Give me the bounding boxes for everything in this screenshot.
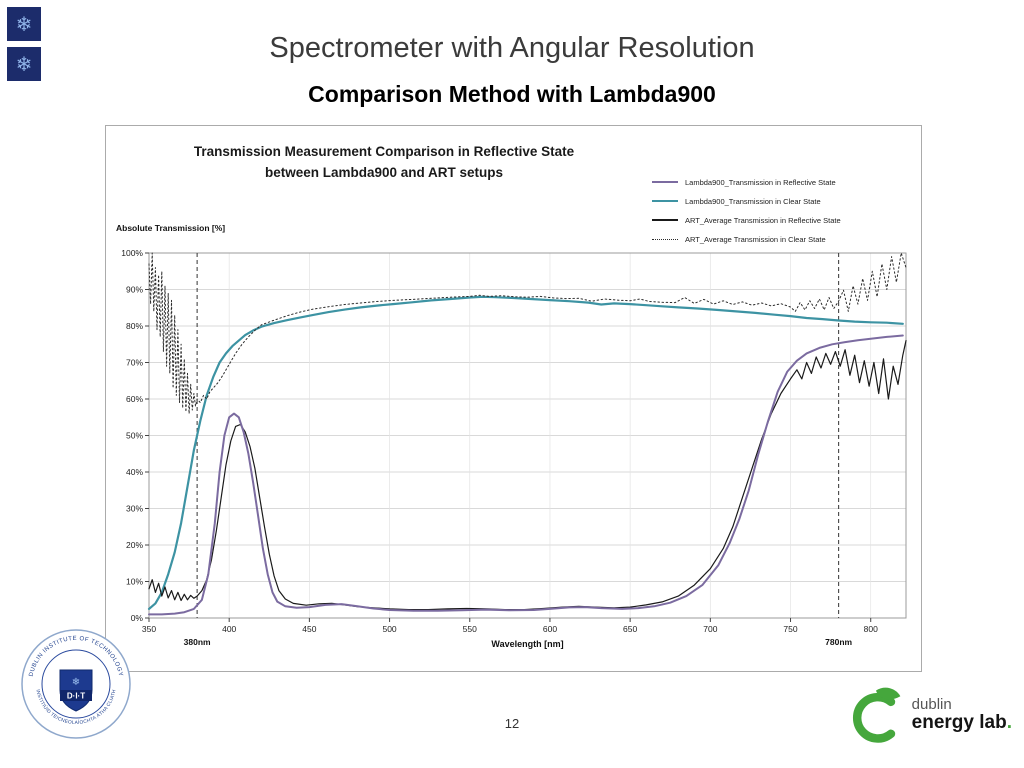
legend-swatch <box>652 238 678 240</box>
snowflake-icon: ❄ <box>15 53 33 76</box>
y-tick-label: 10% <box>126 577 143 587</box>
y-tick-label: 30% <box>126 504 143 514</box>
x-tick-label: 700 <box>703 624 717 634</box>
y-tick-label: 80% <box>126 321 143 331</box>
chart-title: Transmission Measurement Comparison in R… <box>134 142 634 184</box>
x-tick-label: 750 <box>783 624 797 634</box>
legend-label: Lambda900_Transmission in Clear State <box>685 196 821 206</box>
dublin-energy-lab-logo: dublin energy lab. <box>844 682 1012 748</box>
legend-label: ART_Average Transmission in Clear State <box>685 234 826 244</box>
y-tick-label: 40% <box>126 467 143 477</box>
legend-label: ART_Average Transmission in Reflective S… <box>685 215 841 225</box>
legend-entry: ART_Average Transmission in Clear State <box>652 233 918 245</box>
x-tick-label: 350 <box>142 624 156 634</box>
snowflake-icon: ❄ <box>15 13 33 36</box>
series-line-2 <box>148 340 907 611</box>
seal-banner <box>60 690 92 701</box>
annotation-label: 380nm <box>184 637 211 647</box>
legend-entry: Lambda900_Transmission in Clear State <box>652 195 918 207</box>
chart-legend: Lambda900_Transmission in Reflective Sta… <box>652 176 918 245</box>
y-tick-label: 100% <box>121 248 143 258</box>
y-tick-label: 20% <box>126 540 143 550</box>
series-line-1 <box>147 295 904 610</box>
slide-title: Spectrometer with Angular Resolution <box>269 32 755 64</box>
x-tick-label: 450 <box>302 624 316 634</box>
slide-subtitle: Comparison Method with Lambda900 <box>308 81 716 107</box>
annotation-label: 780nm <box>825 637 852 647</box>
y-tick-label: 50% <box>126 431 143 441</box>
legend-swatch <box>652 200 678 202</box>
y-tick-label: 70% <box>126 358 143 368</box>
energy-lab-e-icon <box>852 687 901 743</box>
y-tick-label: 0% <box>131 613 144 623</box>
energy-lab-dot: . <box>1006 711 1012 733</box>
legend-swatch <box>652 181 678 183</box>
chart-title-line1: Transmission Measurement Comparison in R… <box>193 144 575 159</box>
snowflake-icon: ❄ <box>72 677 80 688</box>
series-line-3 <box>148 252 907 415</box>
legend-entry: Lambda900_Transmission in Reflective Sta… <box>652 176 918 188</box>
plot-area: 350 400 450 500 550 600 650 700 750 800 0% 10% 20% 30… <box>121 248 907 649</box>
y-tick-label: 60% <box>126 394 143 404</box>
legend-entry: ART_Average Transmission in Reflective S… <box>652 214 918 226</box>
energy-lab-city: dublin <box>911 695 952 713</box>
chart-title-line2: between Lambda900 and ART setups <box>264 164 504 180</box>
dit-seal: DUBLIN INSTITUTE OF TECHNOLOGY INSTITIÚI… <box>21 629 131 739</box>
y-tick-label: 90% <box>126 285 143 295</box>
page-number: 12 <box>504 716 520 731</box>
dit-crest-tile: ❄ <box>7 7 41 41</box>
x-tick-label: 400 <box>222 624 236 634</box>
legend-label: Lambda900_Transmission in Reflective Sta… <box>685 177 836 187</box>
seal-abbrev: D·I·T <box>67 692 85 701</box>
x-axis-label: Wavelength [nm] <box>491 639 563 649</box>
x-tick-label: 500 <box>382 624 396 634</box>
series-line-0 <box>148 334 904 616</box>
energy-lab-wordmark: dublin energy lab. <box>911 695 1012 734</box>
dit-crest-tile: ❄ <box>7 47 41 81</box>
x-tick-label: 550 <box>463 624 477 634</box>
y-axis-label: Absolute Transmission [%] <box>116 223 226 233</box>
x-tick-label: 600 <box>543 624 557 634</box>
chart-panel: 350 400 450 500 550 600 650 700 750 800 0% 10% 20% 30… <box>105 125 922 672</box>
x-tick-label: 650 <box>623 624 637 634</box>
energy-lab-name: energy lab. <box>911 711 1012 733</box>
legend-swatch <box>652 219 678 221</box>
x-tick-label: 800 <box>864 624 878 634</box>
